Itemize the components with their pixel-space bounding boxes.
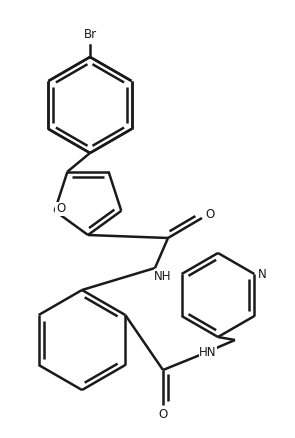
Text: Br: Br xyxy=(83,28,96,42)
Text: O: O xyxy=(158,409,168,421)
Text: NH: NH xyxy=(154,269,172,283)
Text: O: O xyxy=(205,208,215,222)
Text: N: N xyxy=(258,268,267,280)
Text: O: O xyxy=(56,202,65,215)
Text: HN: HN xyxy=(199,346,217,358)
